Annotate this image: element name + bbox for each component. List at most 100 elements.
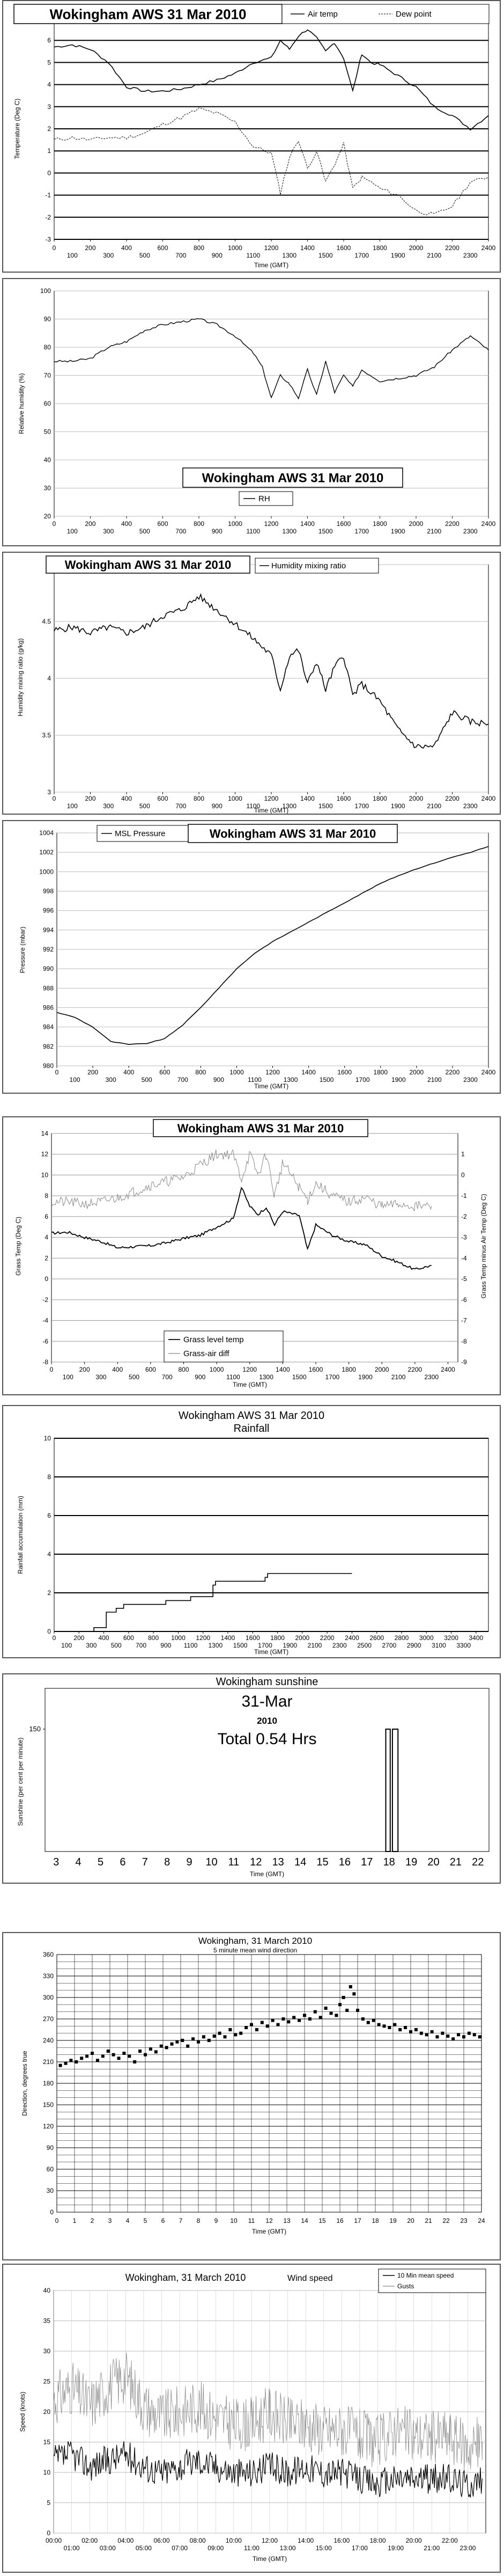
- x-tick-label: 23:00: [459, 2544, 476, 2552]
- wind-speed-chart-panel: 0 5 10 15 20 25 30 35 40 00:00 02:00 04:00 06:00 08:0…: [2, 2264, 501, 2573]
- x-tick-label: 1800: [270, 1634, 285, 1642]
- x-tick-label: 1700: [354, 252, 369, 259]
- y-tick-label: 1002: [39, 848, 54, 856]
- mixing-ratio-chart-panel: 33.544.550200400600800100012001400160018…: [2, 552, 501, 815]
- x-tick-label: 06:00: [153, 2537, 169, 2544]
- x-tick-label: 400: [121, 520, 132, 528]
- y-tick-label: 30: [43, 2347, 51, 2355]
- x-tick-label: 1500: [292, 1373, 307, 1381]
- y-tick-label: 20: [43, 2408, 51, 2416]
- x-tick-label: 17: [354, 2217, 361, 2224]
- y-tick-label: -8: [42, 1358, 48, 1366]
- title-box: [153, 1119, 368, 1137]
- x-tick-label: 2400: [481, 795, 496, 802]
- x-tick-label: 2100: [427, 1076, 442, 1084]
- x-tick-label: 10: [205, 1856, 217, 1868]
- x-tick-label: 600: [157, 795, 168, 802]
- mixing-ratio-line: [54, 593, 489, 749]
- y-tick-label: 4: [47, 81, 51, 89]
- x-tick-label: 2400: [481, 244, 496, 252]
- x-tick-label: 200: [79, 1366, 90, 1373]
- wind-direction-point: [404, 2026, 407, 2029]
- rh-line: [54, 318, 489, 400]
- x-tick-label: 19:00: [388, 2544, 404, 2552]
- x-tick-label: 1400: [300, 795, 315, 802]
- x-tick-label: 500: [139, 802, 150, 810]
- x-tick-label: 05:00: [136, 2544, 152, 2552]
- y-tick-label: 60: [44, 400, 51, 407]
- x-tick-label: 8: [197, 2217, 201, 2224]
- x-tick-label: 2100: [308, 1642, 322, 1649]
- y-tick-label: -4: [42, 1317, 48, 1324]
- x-tick-label: 0: [55, 2217, 59, 2224]
- x-tick-label: 900: [212, 252, 223, 259]
- x-tick-label: 9: [214, 2217, 218, 2224]
- x-tick-label: 2200: [446, 1069, 460, 1076]
- y-tick-label: 982: [43, 1043, 54, 1050]
- legend-label-dew-point: Dew point: [396, 10, 432, 19]
- x-tick-label: 20: [427, 1856, 439, 1868]
- rainfall-chart-panel: 0 2 4 6 8 10 0 200 400 600 800 1000 1200 1400 1600 1800…: [2, 1405, 501, 1658]
- wind-direction-point: [303, 2014, 306, 2017]
- x-tick-label: 900: [195, 1373, 205, 1381]
- wind-direction-point: [446, 2035, 450, 2038]
- title-box: [13, 4, 283, 24]
- x-tick-label: 14: [301, 2217, 308, 2224]
- x-tick-label: 3400: [469, 1634, 484, 1642]
- y-tick-label: 3: [47, 788, 51, 796]
- wind-direction-point: [425, 2033, 428, 2037]
- x-tick-label: 700: [136, 1642, 146, 1649]
- wind-direction-point: [352, 1992, 356, 1996]
- x-tick-label: 1000: [228, 795, 242, 802]
- x-tick-label: 03:00: [100, 2544, 116, 2552]
- chart-title: Wokingham AWS 31 Mar 2010: [177, 1122, 344, 1135]
- chart-title: Wokingham AWS 31 Mar 2010: [65, 558, 232, 572]
- x-tick-label: 1500: [318, 252, 333, 259]
- wind-direction-point: [361, 2017, 365, 2021]
- x-tick-label: 1700: [258, 1642, 272, 1649]
- wind-direction-point: [324, 2007, 328, 2010]
- wind-direction-point: [398, 2028, 402, 2031]
- legend-box: [378, 2268, 486, 2293]
- x-tick-label: 1100: [226, 1373, 240, 1381]
- wind-direction-point: [271, 2018, 275, 2022]
- x-tick-label: 1100: [184, 1642, 198, 1649]
- wind-direction-point: [265, 2024, 269, 2028]
- x-tick-label: 200: [85, 244, 95, 252]
- x-tick-label: 600: [123, 1634, 134, 1642]
- grass-temperature-chart: -8-6-4-202468101214-9-8-7-6-5-4-3-2-1010…: [14, 1119, 487, 1388]
- y-tick-label: 20: [44, 513, 51, 520]
- x-tick-label: 1800: [342, 1366, 356, 1373]
- wind-speed-chart: 0 5 10 15 20 25 30 35 40 00:00 02:00 04:00 06:00 08:0…: [19, 2268, 486, 2563]
- y-tick-label: -5: [461, 1275, 467, 1283]
- legend-box: [255, 558, 379, 574]
- legend-label-grass-temp: Grass level temp: [183, 1335, 244, 1344]
- wind-direction-point: [472, 2033, 476, 2037]
- x-tick-label: 1800: [373, 520, 387, 528]
- y-tick-label: 990: [43, 965, 54, 972]
- air-temp-line: [54, 29, 489, 131]
- x-tick-label: 13: [272, 1856, 284, 1868]
- x-tick-label: 12:00: [262, 2537, 278, 2544]
- y-axis-label: Humidity mixing ratio (g/kg): [17, 638, 24, 716]
- x-tick-label: 600: [157, 520, 168, 528]
- x-tick-label: 2900: [407, 1642, 421, 1649]
- x-tick-label: 1200: [264, 244, 279, 252]
- x-tick-label: 2800: [395, 1634, 409, 1642]
- x-tick-label: 14: [294, 1856, 306, 1868]
- x-tick-label: 1300: [282, 528, 297, 535]
- x-tick-label: 1: [73, 2217, 77, 2224]
- x-tick-label: 18: [383, 1856, 395, 1868]
- wind-direction-point: [318, 2016, 322, 2019]
- x-tick-label: 2100: [391, 1373, 406, 1381]
- x-axis-label: Time (GMT): [233, 1381, 267, 1388]
- legend-label-pressure: MSL Pressure: [115, 829, 165, 838]
- y-tick-label: 14: [41, 1130, 49, 1137]
- chart-title: Wokingham sunshine: [216, 1676, 318, 1688]
- wind-direction-point: [349, 1985, 352, 1988]
- x-tick-label: 07:00: [172, 2544, 188, 2552]
- x-tick-label: 16:00: [333, 2537, 350, 2544]
- legend-box: [164, 1330, 284, 1363]
- y-tick-label: 1000: [39, 868, 54, 875]
- legend-label-rh: RH: [258, 494, 270, 503]
